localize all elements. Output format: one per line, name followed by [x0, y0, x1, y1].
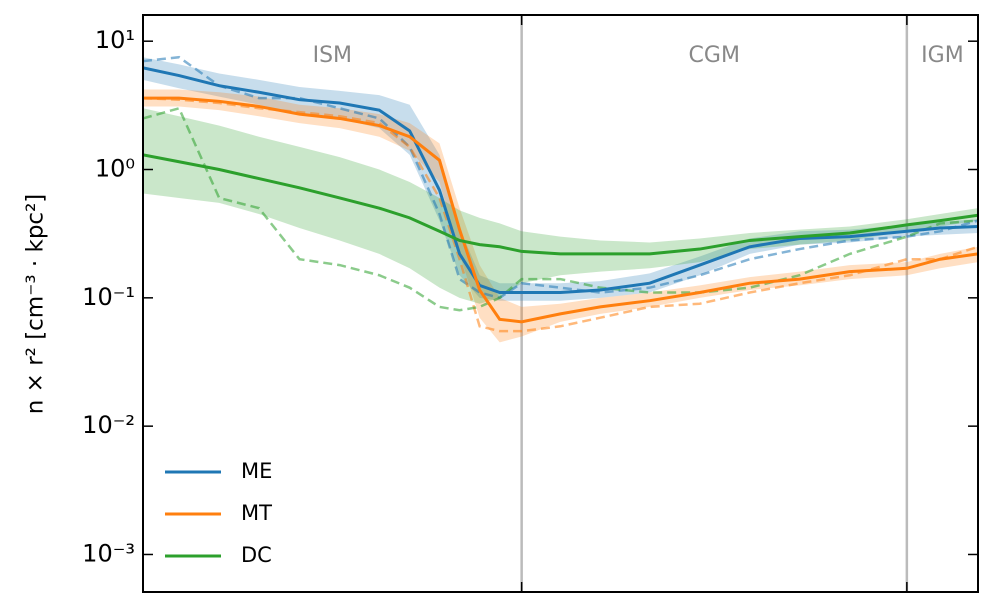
- y-tick-label: 10⁻²: [82, 411, 135, 439]
- y-tick-label: 10⁻³: [82, 539, 135, 567]
- plot-area: [143, 15, 978, 592]
- band: [143, 108, 978, 304]
- region-label: IGM: [921, 43, 964, 68]
- line: [143, 66, 978, 295]
- y-tick-label: 10⁻¹: [82, 283, 135, 311]
- legend-label: DC: [241, 543, 272, 567]
- y-tick-label: 10⁰: [95, 155, 135, 183]
- line: [143, 153, 978, 256]
- band: [143, 89, 978, 343]
- plot-frame: [142, 14, 979, 593]
- dashed-line: [143, 106, 978, 312]
- region-label: ISM: [313, 43, 352, 68]
- y-tick-label: 10¹: [95, 26, 135, 54]
- region-label: CGM: [689, 43, 740, 68]
- legend-label: ME: [241, 459, 272, 483]
- line: [143, 96, 978, 324]
- legend-label: MT: [241, 501, 272, 525]
- y-axis-label: n × r² [cm⁻³ · kpc²]: [23, 194, 49, 415]
